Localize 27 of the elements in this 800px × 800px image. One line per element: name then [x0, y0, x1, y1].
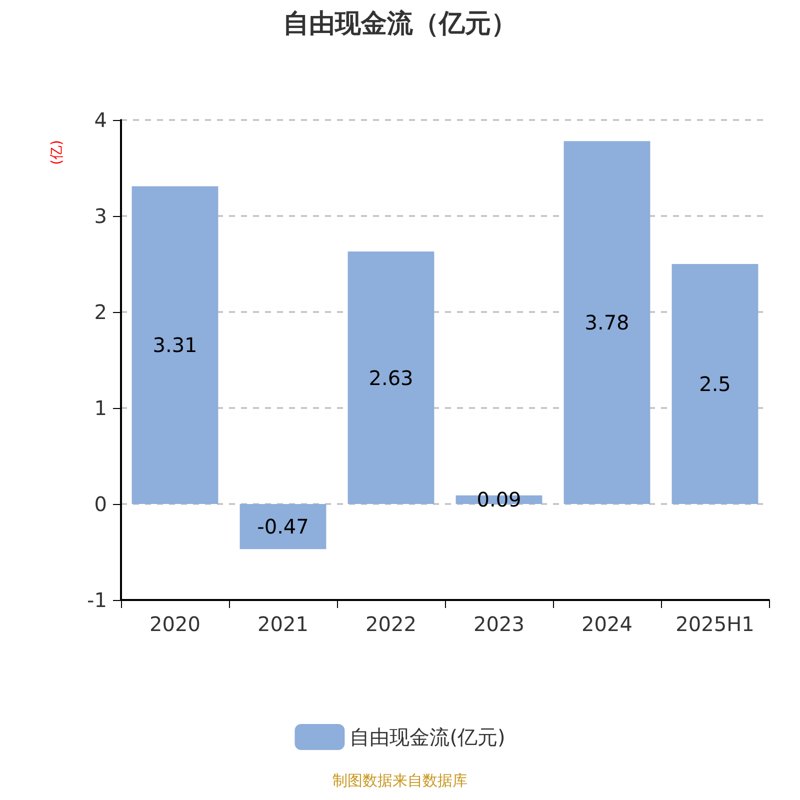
- x-tick-label: 2025H1: [676, 612, 754, 636]
- text: 制图数据来自数据库: [332, 772, 468, 790]
- data-label: 0.09: [476, 488, 522, 512]
- bar: [240, 504, 326, 550]
- chart-title: 自由现金流（亿元）: [283, 9, 517, 39]
- x-tick-label: 2023: [474, 612, 524, 636]
- data-label: -0.47: [257, 514, 309, 539]
- y-tick-label: -1: [87, 588, 107, 612]
- x-tick-label: 2020: [150, 612, 200, 636]
- data-label: 2.5: [699, 372, 731, 396]
- data-label: 3.31: [152, 333, 198, 358]
- y-tick-label: 1: [94, 396, 107, 420]
- y-tick-label: 0: [94, 492, 107, 516]
- x-tick-label: 2021: [258, 612, 308, 636]
- bar: [672, 264, 758, 504]
- bar: [348, 252, 434, 504]
- x-tick-label: 2024: [582, 612, 632, 636]
- x-tick-label: 2022: [366, 612, 416, 636]
- bar: [132, 186, 218, 504]
- y-tick-label: 4: [94, 108, 107, 132]
- y-tick-label: 2: [94, 300, 107, 324]
- data-label: 2.63: [368, 366, 414, 390]
- y-axis-title: (亿): [49, 140, 65, 165]
- data-label: 3.78: [584, 310, 630, 335]
- y-tick-label: 3: [94, 204, 107, 228]
- legend-label: 自由现金流(亿元): [350, 725, 506, 749]
- bar: [564, 141, 650, 504]
